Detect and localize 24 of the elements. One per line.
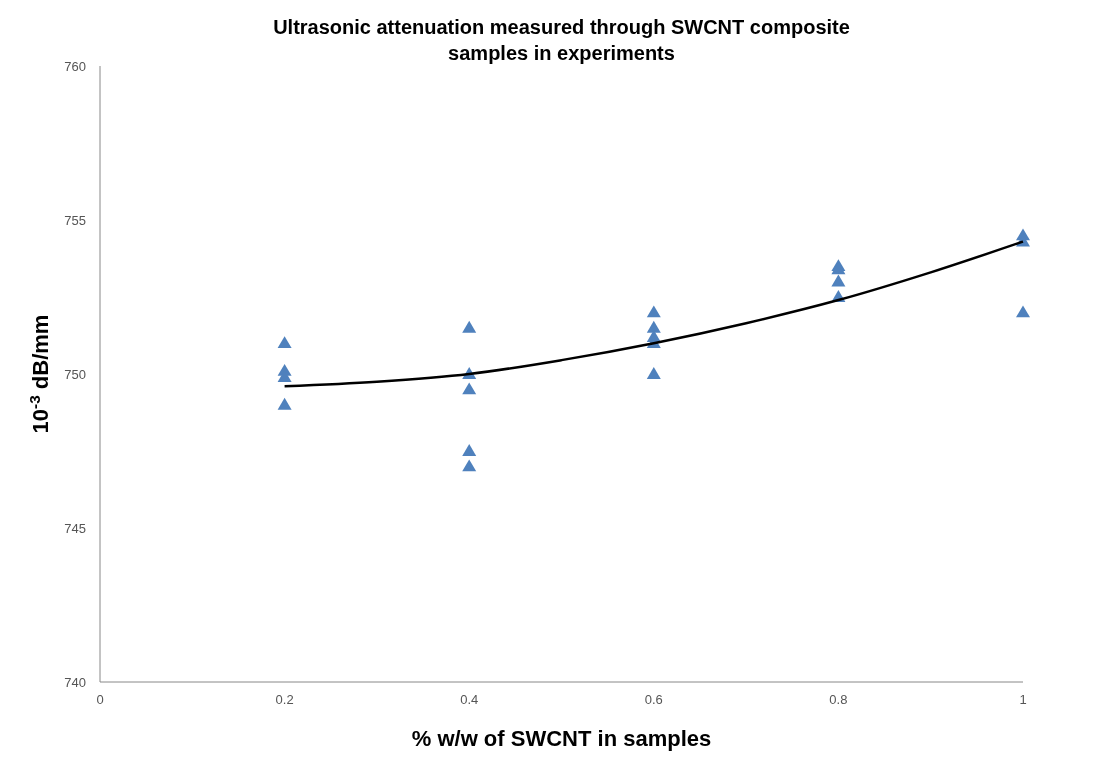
point: [462, 444, 477, 456]
point: [277, 336, 292, 349]
point: [1016, 305, 1030, 318]
point: [646, 367, 661, 379]
y-tick-label: 760: [64, 58, 86, 74]
x-tick-label: 0.8: [829, 692, 848, 707]
y-tick-label: 755: [64, 212, 86, 228]
point: [831, 274, 846, 287]
x-tick-label: 0.6: [644, 692, 663, 707]
x-tick-label: 0: [96, 692, 104, 707]
x-tick-label: 1: [1019, 692, 1027, 707]
y-tick-label: 745: [64, 520, 86, 536]
point: [462, 320, 477, 333]
chart-title: Ultrasonic attenuation measured through SWCNT composite samples in experiments: [273, 16, 850, 64]
point: [462, 382, 477, 395]
point: [646, 305, 661, 318]
y-tick-label: 750: [64, 366, 86, 382]
x-tick-label: 0.2: [275, 692, 294, 707]
point: [646, 320, 661, 333]
point: [462, 459, 477, 472]
x-axis-title: % w/w of SWCNT in samples: [411, 726, 712, 751]
y-tick-label: 740: [64, 674, 86, 690]
point: [277, 397, 292, 410]
x-tick-label: 0.4: [460, 692, 479, 707]
